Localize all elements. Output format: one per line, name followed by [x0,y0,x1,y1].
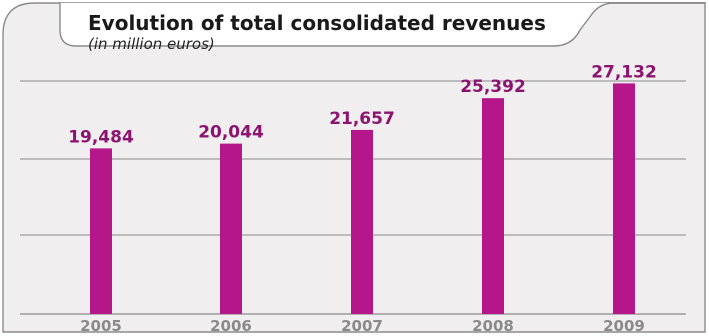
bar-2009 [613,83,635,315]
x-tick-2006: 2006 [210,317,252,335]
x-tick-2007: 2007 [341,317,383,335]
bars [90,83,635,315]
x-tick-2008: 2008 [472,317,514,335]
value-label-2008: 25,392 [460,77,526,97]
top-border-mask [0,0,709,2]
x-axis-ticks: 2005 2006 2007 2008 2009 [80,317,645,335]
value-label-2005: 19,484 [68,127,134,147]
bar-2007 [351,129,373,314]
value-label-2009: 27,132 [591,62,657,82]
value-label-2007: 21,657 [329,109,395,129]
value-labels: 19,484 20,044 21,657 25,392 27,132 [68,62,657,147]
bar-2008 [482,98,504,314]
bar-2006 [220,143,242,314]
title-tab [59,1,706,47]
x-tick-2009: 2009 [603,317,645,335]
chart-subtitle: (in million euros) [88,35,215,53]
chart-title: Evolution of total consolidated revenues [88,11,546,35]
x-tick-2005: 2005 [80,317,122,335]
bar-2005 [90,148,112,314]
value-label-2006: 20,044 [198,123,264,143]
